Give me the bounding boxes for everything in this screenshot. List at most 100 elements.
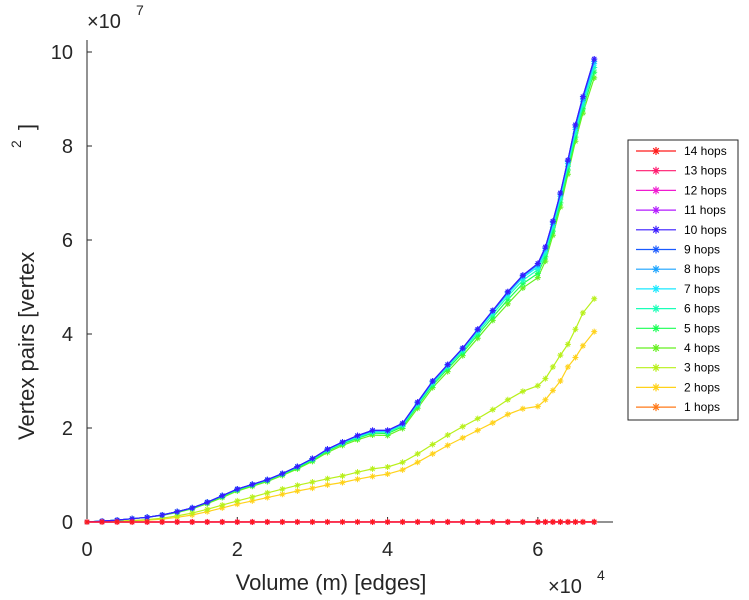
data-point: [579, 110, 586, 117]
data-point: [399, 519, 406, 525]
data-point: [542, 375, 549, 382]
data-point: [204, 499, 211, 506]
data-point: [384, 464, 391, 471]
data-point: [354, 432, 361, 439]
axes: [86, 40, 613, 523]
data-point: [519, 272, 526, 279]
data-point: [579, 105, 586, 112]
data-point: [591, 64, 598, 71]
y-exponent-base: ×10: [87, 11, 121, 33]
data-point: [294, 487, 301, 494]
data-point: [564, 363, 571, 370]
data-point: [534, 270, 541, 277]
legend-label: 8 hops: [684, 262, 720, 276]
data-point: [114, 519, 121, 525]
y-tick-label: 8: [62, 136, 73, 158]
series-6-hops: [84, 64, 598, 525]
data-point: [489, 519, 496, 525]
legend-label: 3 hops: [684, 361, 720, 375]
data-point: [459, 519, 466, 525]
data-point: [504, 300, 511, 307]
data-point: [429, 450, 436, 457]
data-point: [591, 74, 598, 81]
data-point: [591, 56, 598, 63]
data-point: [264, 489, 271, 496]
data-point: [534, 403, 541, 410]
data-point: [549, 232, 556, 239]
series-layer: [84, 56, 598, 525]
data-point: [572, 121, 579, 128]
data-point: [474, 427, 481, 434]
data-point: [519, 519, 526, 525]
data-point: [591, 519, 598, 525]
data-point: [504, 519, 511, 525]
series-14-hops: [84, 519, 598, 525]
data-point: [591, 328, 598, 335]
data-point: [219, 519, 226, 525]
data-point: [294, 519, 301, 525]
legend-label: 2 hops: [684, 380, 720, 394]
data-point: [542, 253, 549, 260]
data-point: [309, 485, 316, 492]
legend-label: 7 hops: [684, 282, 720, 296]
x-tick-label: 4: [382, 539, 393, 561]
data-point: [99, 519, 106, 525]
data-point: [189, 510, 196, 517]
y-tick-label: 10: [51, 42, 73, 64]
data-point: [504, 296, 511, 303]
data-point: [549, 519, 556, 525]
data-point: [129, 515, 136, 522]
legend-marker: [652, 363, 660, 372]
data-point: [264, 494, 271, 501]
series-line: [86, 72, 595, 523]
legend-marker: [652, 225, 660, 234]
series-line: [86, 58, 595, 523]
series-line: [86, 331, 595, 523]
legend-item-3-hops: 3 hops: [636, 361, 720, 375]
data-point: [249, 494, 256, 501]
legend-marker: [652, 265, 660, 274]
data-point: [474, 415, 481, 422]
data-point: [219, 492, 226, 499]
data-point: [444, 442, 451, 449]
data-point: [542, 519, 549, 525]
data-point: [159, 519, 166, 525]
data-point: [279, 519, 286, 525]
data-point: [557, 204, 564, 211]
data-point: [174, 508, 181, 515]
series-2-hops: [84, 328, 598, 525]
data-point: [572, 130, 579, 137]
data-point: [234, 497, 241, 504]
data-point: [264, 519, 271, 525]
legend-marker: [652, 304, 660, 313]
data-point: [444, 361, 451, 368]
legend-marker: [652, 206, 660, 215]
data-point: [489, 406, 496, 413]
x-axis-label: Volume (m) [edges]: [236, 570, 427, 595]
series-4-hops: [84, 74, 598, 525]
data-point: [339, 472, 346, 479]
data-point: [264, 476, 271, 483]
data-point: [384, 471, 391, 478]
series-line: [86, 67, 595, 523]
legend-marker: [652, 186, 660, 195]
x-tick-label: 0: [81, 539, 92, 561]
legend-item-2-hops: 2 hops: [636, 380, 720, 394]
data-point: [519, 280, 526, 287]
data-point: [414, 519, 421, 525]
data-point: [572, 138, 579, 145]
data-point: [564, 171, 571, 178]
data-point: [249, 519, 256, 525]
legend-marker: [652, 147, 660, 155]
data-point: [429, 519, 436, 525]
y-tick-label: 4: [62, 324, 73, 346]
data-point: [579, 309, 586, 316]
data-point: [572, 354, 579, 361]
legend-label: 5 hops: [684, 321, 720, 335]
x-exponent: ×10 4: [548, 567, 605, 598]
series-8-hops: [84, 58, 598, 525]
legend-item-6-hops: 6 hops: [636, 302, 720, 316]
legend-item-1-hops: 1 hops: [636, 400, 720, 414]
data-point: [219, 502, 226, 509]
